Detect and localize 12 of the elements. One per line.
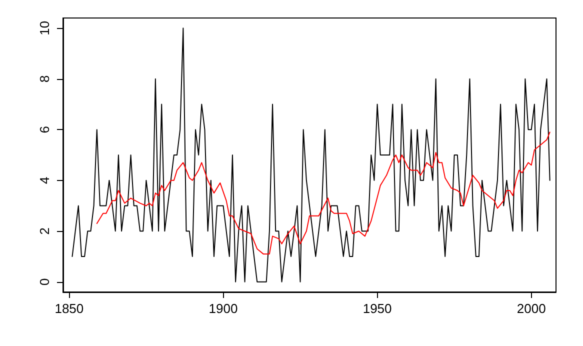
- x-tick-label: 1850: [54, 301, 84, 316]
- y-tick-label: 6: [37, 126, 52, 134]
- y-tick-label: 0: [37, 278, 52, 286]
- x-tick-label: 1900: [208, 301, 238, 316]
- y-tick-label: 8: [37, 75, 52, 83]
- y-tick-label: 4: [37, 176, 52, 184]
- x-tick-label: 2000: [516, 301, 546, 316]
- y-tick-label: 2: [37, 227, 52, 235]
- line-series: [72, 28, 550, 282]
- line-series: [96, 132, 550, 254]
- y-tick-label: 10: [37, 20, 52, 36]
- x-tick-label: 1950: [362, 301, 392, 316]
